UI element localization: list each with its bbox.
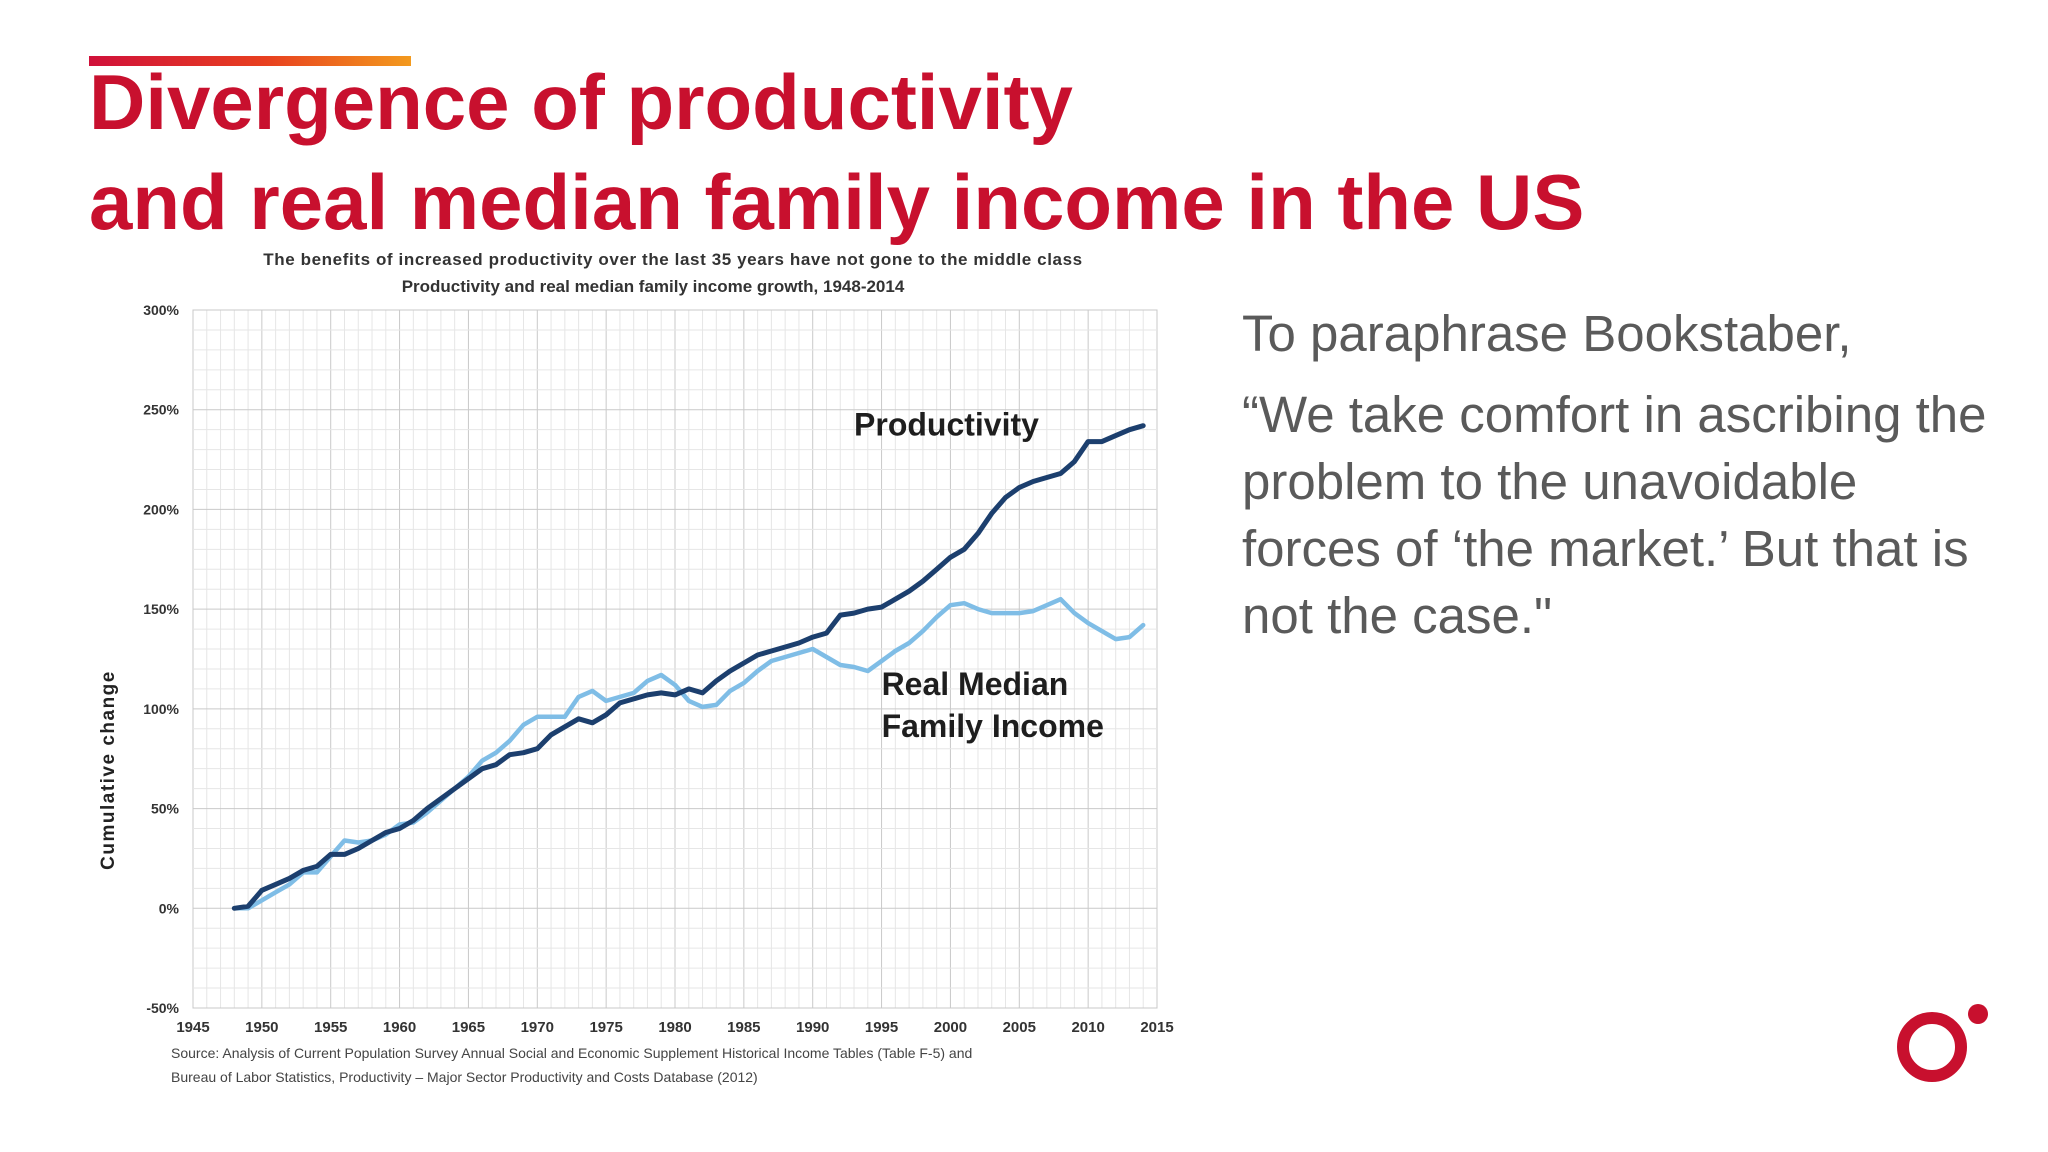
x-tick-label: 1990 bbox=[796, 1019, 829, 1036]
title-line-1: Divergence of productivity bbox=[89, 58, 1073, 146]
productivity-series-line bbox=[231, 423, 1146, 911]
chart-grid bbox=[192, 309, 1158, 1009]
y-tick-label: 200% bbox=[143, 501, 179, 517]
y-tick-label: 100% bbox=[143, 701, 179, 717]
brand-ring-dot-icon bbox=[1897, 1004, 1988, 1082]
x-tick-label: 1985 bbox=[727, 1019, 760, 1036]
y-tick-label: 150% bbox=[143, 601, 179, 617]
y-tick-label: 50% bbox=[151, 801, 180, 817]
y-axis-label: Cumulative change bbox=[98, 670, 119, 870]
title-line-2: and real median family income in the US bbox=[89, 158, 1585, 246]
y-tick-label: 250% bbox=[143, 402, 179, 418]
chart-series-labels: Productivity Real Median Family Income bbox=[854, 407, 1104, 744]
page-title: Divergence of productivity and real medi… bbox=[89, 52, 1584, 252]
income-series-label-line-1: Real Median bbox=[882, 666, 1069, 702]
x-tick-label: 2015 bbox=[1140, 1019, 1173, 1036]
chart-lines bbox=[231, 423, 1146, 911]
chart-subtitle: Productivity and real median family inco… bbox=[402, 277, 905, 296]
quote-block: To paraphrase Bookstaber, “We take comfo… bbox=[1242, 300, 2002, 649]
x-tick-label: 1980 bbox=[658, 1019, 691, 1036]
x-tick-label: 1970 bbox=[521, 1019, 554, 1036]
brand-dot bbox=[1968, 1004, 1988, 1024]
chart-source-line-2: Bureau of Labor Statistics, Productivity… bbox=[171, 1069, 758, 1085]
x-tick-label: 1960 bbox=[383, 1019, 416, 1036]
x-tick-label: 2000 bbox=[934, 1019, 967, 1036]
x-tick-label: 1975 bbox=[589, 1019, 622, 1036]
x-tick-label: 1965 bbox=[452, 1019, 485, 1036]
title-accent-bar bbox=[89, 56, 411, 66]
y-tick-label: -50% bbox=[146, 1000, 179, 1016]
y-tick-label: 0% bbox=[159, 900, 180, 916]
x-tick-label: 2005 bbox=[1003, 1019, 1036, 1036]
quote-text: “We take comfort in ascribing the proble… bbox=[1242, 386, 1987, 644]
x-tick-label: 1995 bbox=[865, 1019, 898, 1036]
chart-axes: -50% 0% 50% 100% 150% 200% 250% 300% 1945 1950 195… bbox=[143, 302, 1174, 1036]
brand-ring bbox=[1897, 1012, 1967, 1082]
income-series-label-line-2: Family Income bbox=[882, 708, 1104, 744]
line-chart: -50% 0% 50% 100% 150% 200% 250% 300% 1945 1950 195… bbox=[98, 250, 1174, 1085]
productivity-series-label: Productivity bbox=[854, 407, 1039, 443]
x-tick-label: 2010 bbox=[1071, 1019, 1104, 1036]
quote-intro: To paraphrase Bookstaber, bbox=[1242, 305, 1852, 362]
y-tick-label: 300% bbox=[143, 302, 179, 318]
x-tick-label: 1950 bbox=[245, 1019, 278, 1036]
x-tick-label: 1945 bbox=[176, 1019, 209, 1036]
chart-title: The benefits of increased productivity o… bbox=[263, 250, 1082, 269]
chart-source-line-1: Source: Analysis of Current Population S… bbox=[171, 1045, 972, 1061]
x-tick-label: 1955 bbox=[314, 1019, 347, 1036]
